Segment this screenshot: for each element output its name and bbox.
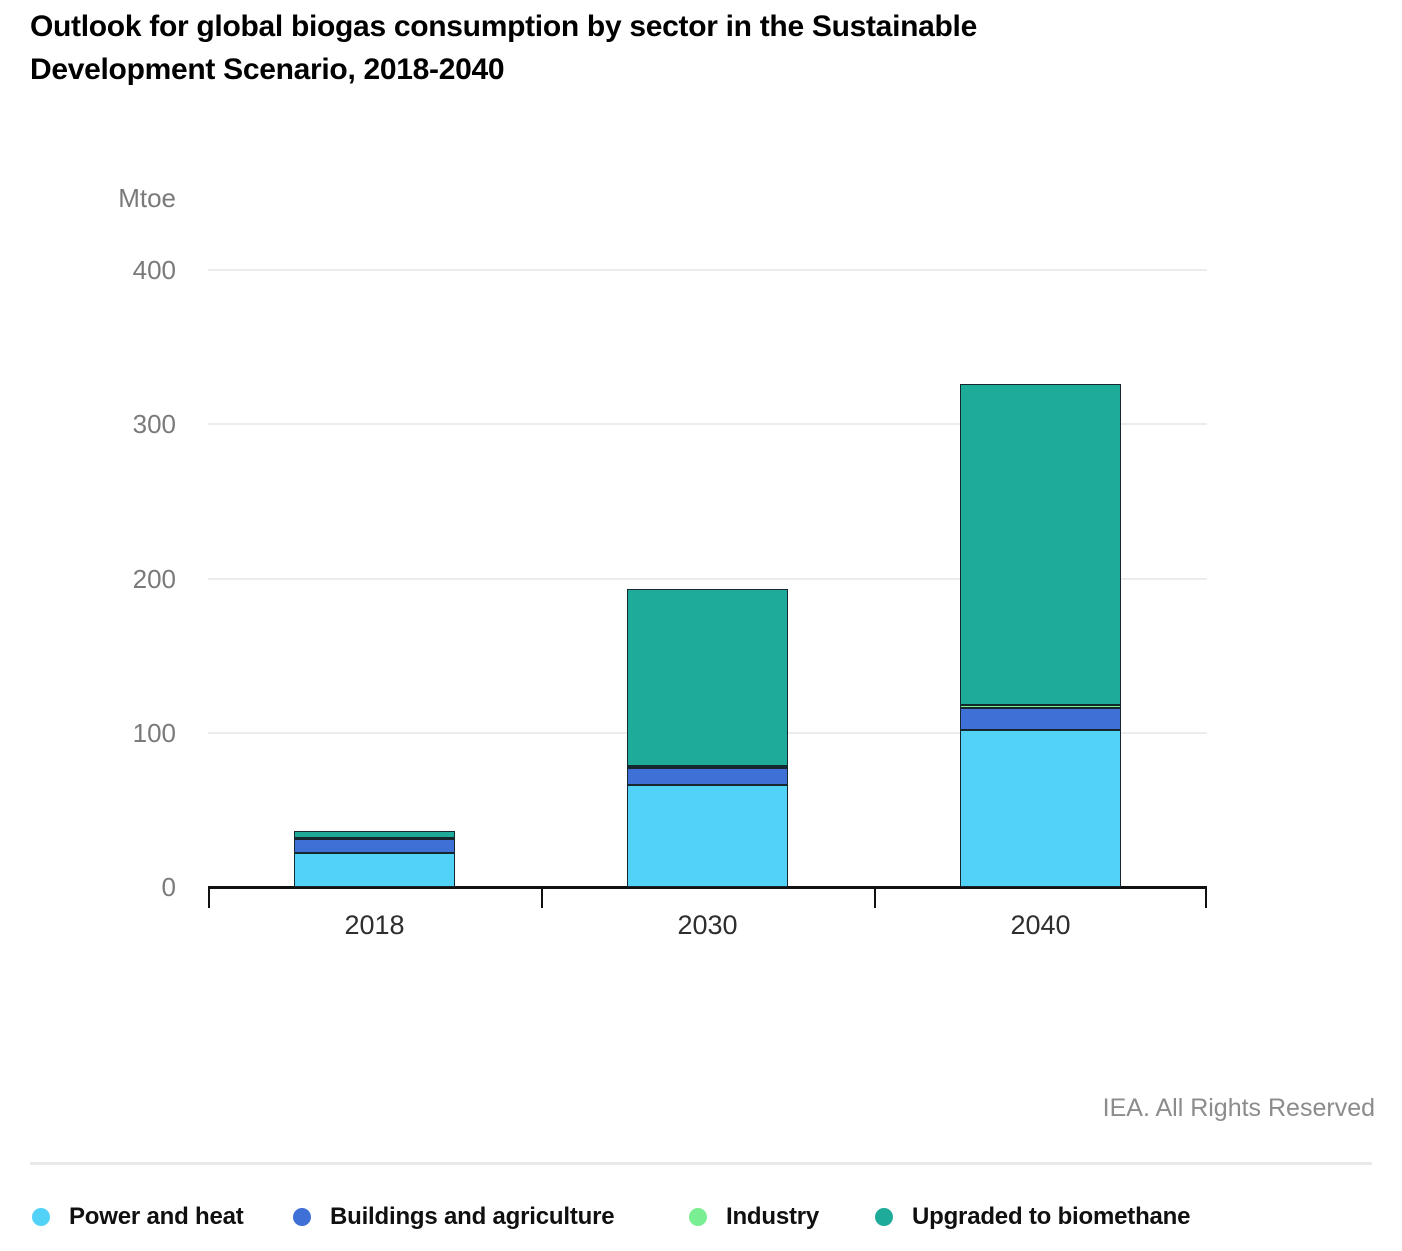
bar-segment-upgraded-to-biomethane-2030[interactable] [627,588,788,766]
legend-label: Power and heat [69,1203,244,1230]
x-axis-tick-label: 2030 [677,910,738,940]
legend-marker-icon [32,1208,50,1226]
bar-segment-buildings-and-agriculture-2018[interactable] [294,839,455,854]
bar-segment-upgraded-to-biomethane-2040[interactable] [960,384,1121,705]
chart-title: Outlook for global biogas consumption by… [30,5,1050,91]
x-axis-tick [1205,889,1207,908]
legend-label: Industry [726,1203,820,1230]
gridline [208,269,1207,271]
bar-segment-upgraded-to-biomethane-2018[interactable] [294,830,455,839]
bar-segment-industry-2040[interactable] [960,704,1121,709]
legend-marker-icon [875,1208,893,1226]
y-axis-tick-label: 300 [132,409,176,440]
chart-title-line-2: Development Scenario, 2018-2040 [30,53,505,86]
bar-segment-power-and-heat-2018[interactable] [294,853,455,887]
legend-item-industry[interactable]: Industry [689,1203,819,1231]
bar-segment-power-and-heat-2040[interactable] [960,729,1121,887]
bar-segment-power-and-heat-2030[interactable] [627,785,788,887]
bar-segment-buildings-and-agriculture-2040[interactable] [960,708,1121,730]
x-axis-tick [208,889,210,908]
y-axis-tick-label: 200 [132,563,176,594]
legend-label: Buildings and agriculture [330,1203,615,1230]
legend-label: Upgraded to biomethane [912,1203,1191,1230]
x-axis-tick [541,889,543,908]
x-axis-tick-label: 2018 [344,910,405,940]
bar-segment-industry-2018[interactable] [294,838,455,841]
x-axis-line [208,886,1207,889]
legend-marker-icon [293,1208,311,1226]
legend-item-buildings-and-agriculture[interactable]: Buildings and agriculture [293,1203,615,1231]
y-axis-tick-label: 100 [132,717,176,748]
bar-segment-industry-2030[interactable] [627,765,788,769]
divider [30,1162,1372,1165]
x-axis-tick-label: 2040 [1010,910,1071,940]
legend-item-upgraded-to-biomethane[interactable]: Upgraded to biomethane [875,1203,1190,1231]
y-axis-unit-label: Mtoe [118,183,176,213]
bar-segment-buildings-and-agriculture-2030[interactable] [627,768,788,786]
legend-marker-icon [689,1208,707,1226]
gridline [208,577,1207,580]
copyright-text: IEA. All Rights Reserved [1102,1094,1375,1122]
y-axis-tick-label: 400 [132,255,176,285]
x-axis-tick [874,889,876,908]
y-axis-tick-label: 0 [161,872,176,902]
gridline [208,423,1207,426]
legend-item-power-and-heat[interactable]: Power and heat [32,1203,244,1231]
chart-title-line-1: Outlook for global biogas consumption by… [30,10,977,43]
